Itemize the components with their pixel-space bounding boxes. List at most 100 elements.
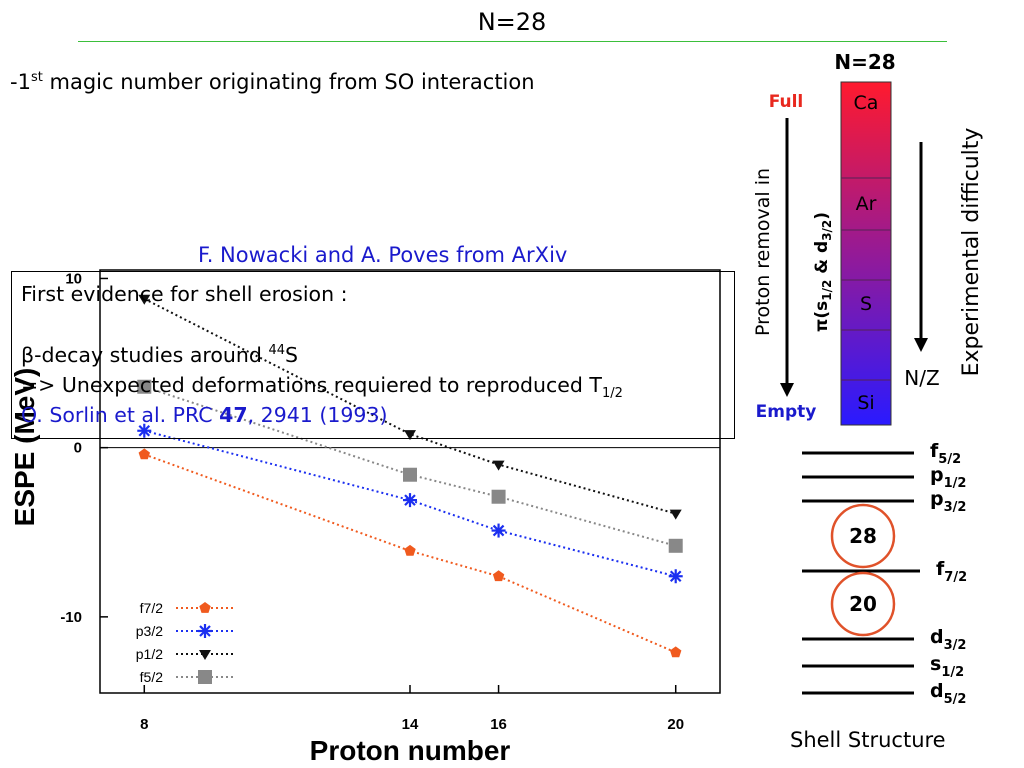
- shell-structure-title: Shell Structure: [790, 728, 946, 752]
- difficulty-label: Experimental difficulty: [959, 128, 984, 377]
- element-s: S: [860, 293, 872, 315]
- shell-panel: N=28 Ca Ar S Si Full Empty Proton removal i…: [752, 50, 984, 707]
- y-tick-label: 0: [74, 440, 82, 457]
- proton-removal-label: Proton removal in: [752, 168, 774, 336]
- level-label-d5-2: d5/2: [930, 680, 966, 707]
- data-point: [669, 509, 682, 520]
- source-citation: F. Nowacki and A. Poves from ArXiv: [198, 243, 568, 267]
- data-point: [137, 423, 152, 438]
- series-line: [143, 385, 676, 547]
- data-point: [138, 294, 151, 305]
- series-f7-2: [138, 448, 682, 658]
- legend-marker: [198, 624, 212, 638]
- orbital-label: π(s1/2 & d3/2): [812, 212, 834, 332]
- evidence-line-2-text: -decay studies around: [34, 343, 269, 367]
- espe-chart: 8 14 16 20 10 0 -10 f7/2 p3/2 p1/2 f5/2 Proton nu…: [9, 269, 721, 766]
- magic-circle-20: [830, 571, 896, 637]
- reference-pages: , 2941 (1993): [247, 403, 388, 427]
- series-line: [143, 453, 677, 654]
- data-point: [403, 493, 417, 508]
- bullet-superscript: st: [30, 70, 43, 85]
- legend-label: p3/2: [136, 623, 163, 639]
- empty-label: Empty: [756, 402, 817, 422]
- beta-symbol: β: [21, 343, 35, 367]
- bullet-magic-number: -1st magic number originating from SO in…: [10, 70, 535, 94]
- y-axis-label: ESPE (MeV): [9, 368, 40, 527]
- orbital-amp: & d: [812, 241, 832, 280]
- bullet-prefix: -1: [10, 70, 31, 94]
- x-tick-label: 14: [402, 716, 419, 733]
- shell-levels: f5/2p1/2p3/2 f7/2 d3/2s1/2d5/2: [802, 440, 967, 707]
- mass-number: 44: [268, 343, 285, 359]
- series-p3-2: [137, 423, 683, 584]
- level-label-s1-2: s1/2: [930, 653, 964, 680]
- x-axis-label: Proton number: [310, 735, 511, 766]
- data-point: [404, 544, 416, 556]
- level-label-f7-2: f7/2: [936, 558, 967, 585]
- data-point: [403, 467, 417, 482]
- data-point: [491, 523, 506, 538]
- chart-legend: f7/2 p3/2 p1/2 f5/2: [136, 600, 234, 685]
- data-point: [491, 489, 506, 504]
- reference-authors: O. Sorlin et al. PRC: [21, 403, 220, 427]
- data-point: [492, 460, 505, 471]
- series-f5-2: [137, 379, 683, 553]
- element-labels: Ca Ar S Si: [854, 92, 879, 414]
- x-tick-label: 8: [140, 716, 148, 733]
- magic-number-circles: 28 20: [830, 503, 896, 637]
- legend-marker: [199, 650, 211, 660]
- legend-label: p1/2: [136, 646, 163, 662]
- level-label-p1-2: p1/2: [930, 464, 966, 491]
- half-life-subscript: 1/2: [601, 386, 623, 402]
- level-label-p3-2: p3/2: [930, 488, 966, 515]
- title-divider: [78, 41, 947, 42]
- magic-number-28: 28: [849, 524, 877, 548]
- y-tick-label: 10: [65, 270, 82, 287]
- evidence-box: First evidence for shell erosion : β-dec…: [11, 271, 735, 439]
- level-label-f5-2: f5/2: [930, 440, 961, 467]
- reference-volume: 47: [219, 403, 248, 427]
- element-column: [840, 81, 892, 426]
- element-symbol: S: [284, 343, 298, 367]
- orbital-sub-1: 1/2: [820, 280, 834, 301]
- difficulty-arrowhead: [914, 338, 928, 352]
- full-label: Full: [769, 92, 804, 112]
- legend-marker: [199, 602, 211, 613]
- evidence-line-2: β-decay studies around 44S: [21, 343, 298, 367]
- level-label-d3-2: d3/2: [930, 626, 966, 653]
- magic-circle-28: [830, 503, 896, 569]
- legend-label: f7/2: [140, 600, 164, 616]
- data-point: [138, 448, 150, 460]
- evidence-line-3: => Unexpected deformations requiered to …: [21, 373, 623, 401]
- element-dividers: [841, 177, 891, 381]
- data-point: [670, 646, 682, 658]
- evidence-line-3-text: => Unexpected deformations requiered to …: [21, 373, 602, 397]
- chart-series: [137, 294, 683, 658]
- series-p1-2: [138, 294, 682, 520]
- x-tick-label: 20: [667, 716, 684, 733]
- orbital-sub-2: 3/2: [820, 220, 834, 241]
- data-point: [668, 569, 683, 584]
- element-si: Si: [857, 392, 874, 414]
- proton-removal-arrowhead: [780, 383, 794, 397]
- evidence-reference: O. Sorlin et al. PRC 47, 2941 (1993): [21, 403, 388, 427]
- slide-title: N=28: [477, 8, 547, 36]
- x-tick-label: 16: [490, 716, 507, 733]
- nz-label: N/Z: [904, 366, 939, 390]
- bullet-text: magic number originating from SO interac…: [42, 70, 535, 94]
- magic-number-20: 20: [849, 592, 877, 616]
- legend-label: f5/2: [140, 669, 164, 685]
- element-ar: Ar: [856, 193, 877, 215]
- element-ca: Ca: [854, 92, 879, 114]
- orbital-pi: π(s: [812, 301, 832, 332]
- data-point: [404, 430, 416, 441]
- orbital-close: ): [812, 212, 832, 220]
- chart-ticks: 8 14 16 20 10 0 -10: [60, 270, 684, 733]
- evidence-line-1: First evidence for shell erosion :: [21, 282, 348, 306]
- series-line: [143, 297, 676, 515]
- series-line: [144, 429, 676, 578]
- panel-header: N=28: [834, 50, 895, 74]
- data-point: [492, 570, 505, 582]
- y-tick-label: -10: [60, 609, 82, 626]
- data-point: [668, 538, 683, 553]
